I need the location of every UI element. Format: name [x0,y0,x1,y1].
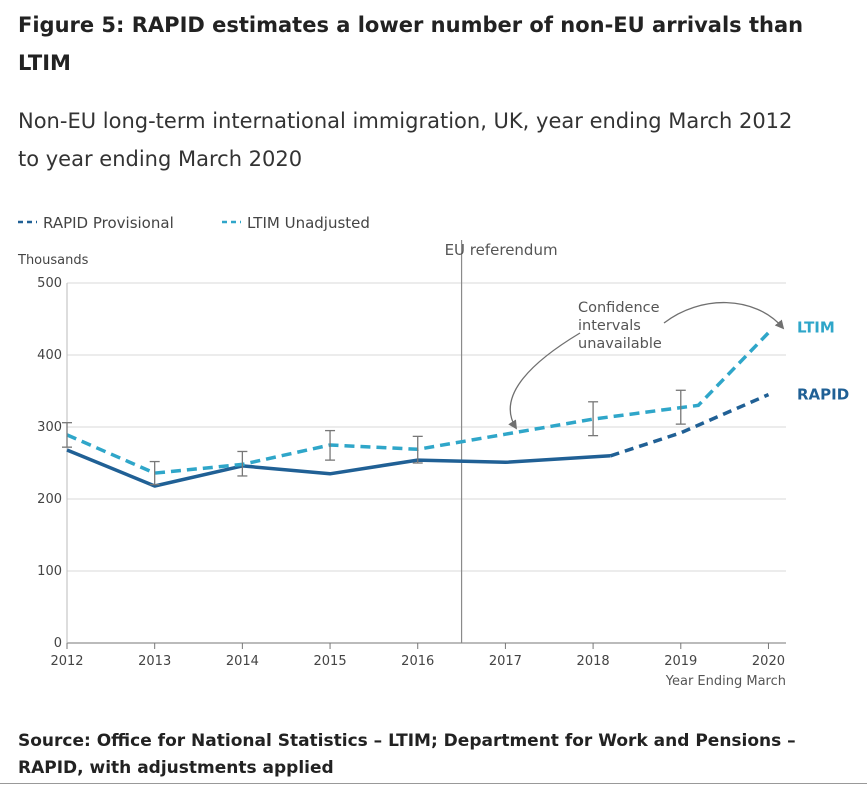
annotations: EU referendum Confidence intervals unavaila… [445,240,785,643]
x-tick-label-2020: 2020 [752,654,785,669]
series-line-rapid-solid [66,448,611,488]
error-bar-2019 [675,389,686,425]
error-bar-2013 [149,460,160,486]
legend-label-ltim: LTIM Unadjusted [247,214,370,232]
data-series: LTIM RAPID [62,319,849,488]
y-tick-label-200: 200 [37,492,62,507]
callout-arrow-right [663,301,785,330]
x-tick-label-2015: 2015 [314,654,347,669]
x-tick-label-2012: 2012 [50,654,83,669]
eu-referendum-label: EU referendum [445,241,558,259]
end-label-ltim: LTIM [797,319,835,337]
x-tick-label-2019: 2019 [664,654,697,669]
y-tick-label-300: 300 [37,420,62,435]
axes: 0 100 200 300 400 500 2012 2013 2014 2015 2016 2017… [37,276,786,669]
x-tick-label-2016: 2016 [401,654,434,669]
x-tick-label-2014: 2014 [226,654,259,669]
x-tick-label-2017: 2017 [489,654,522,669]
callout-arrow-left [508,332,581,430]
chart-legend: RAPID Provisional LTIM Unadjusted [18,214,370,232]
figure-title: Figure 5: RAPID estimates a lower number… [18,13,804,75]
x-tick-label-2018: 2018 [577,654,610,669]
x-tick-label-2013: 2013 [138,654,171,669]
y-tick-label-500: 500 [37,276,62,291]
line-chart: RAPID Provisional LTIM Unadjusted Thousa… [17,214,849,689]
figure-subtitle: Non-EU long-term international immigrati… [18,109,793,171]
grid-lines [67,282,786,572]
end-label-rapid: RAPID [797,386,849,404]
confidence-callout-text: Confidence intervals unavailable [578,300,662,352]
error-bar-2016 [412,435,423,464]
legend-label-rapid: RAPID Provisional [43,214,174,232]
error-bar-2014 [237,450,248,477]
y-tick-label-400: 400 [37,348,62,363]
series-line-ltim [66,331,770,475]
error-bar-2015 [325,429,336,461]
y-axis-label: Thousands [17,253,89,268]
source-note: Source: Office for National Statistics –… [18,731,796,778]
bottom-divider [0,783,867,784]
error-bar-2018 [588,401,599,437]
series-line-rapid-dashed [610,392,770,458]
x-axis-label: Year Ending March [665,674,786,689]
y-tick-label-100: 100 [37,564,62,579]
y-tick-label-0: 0 [54,636,62,651]
error-bar-2012 [62,422,72,448]
